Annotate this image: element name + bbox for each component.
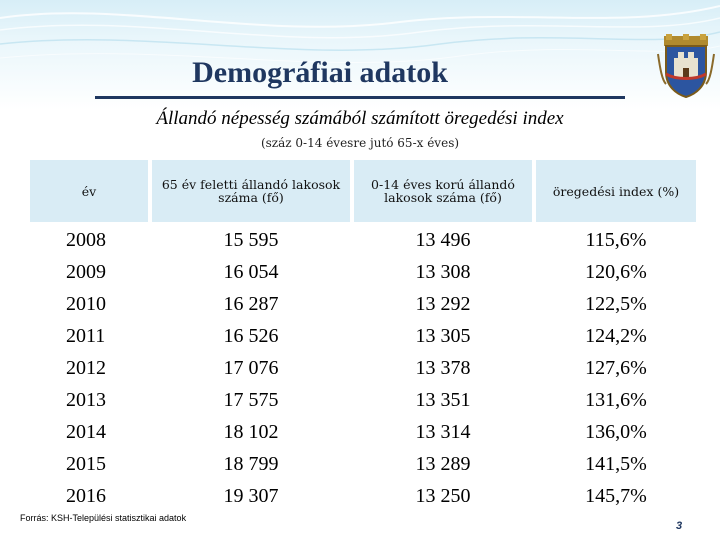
cell-aging-index: 136,0%	[585, 421, 647, 443]
header-band	[0, 0, 720, 110]
cell-0-14: 13 250	[415, 485, 471, 507]
cell-year: 2014	[66, 421, 106, 443]
page-number: 3	[676, 520, 683, 532]
cell-aging-index: 131,6%	[585, 389, 647, 411]
cell-year: 2011	[66, 325, 106, 347]
cell-0-14: 13 308	[415, 261, 471, 283]
table-row: 2012 17 076 13 378 127,6%	[0, 352, 720, 384]
header-over-65: 65 év feletti állandó lakosok száma (fő)	[152, 160, 350, 222]
cell-year: 2012	[66, 357, 106, 379]
cell-0-14: 13 292	[415, 293, 471, 315]
city-coat-of-arms-icon	[656, 34, 716, 99]
cell-aging-index: 120,6%	[585, 261, 647, 283]
cell-year: 2008	[66, 229, 106, 251]
header-aging-index: öregedési index (%)	[536, 160, 696, 222]
cell-year: 2015	[66, 453, 106, 475]
table-row: 2016 19 307 13 250 145,7%	[0, 480, 720, 512]
table-row: 2013 17 575 13 351 131,6%	[0, 384, 720, 416]
cell-over-65: 18 799	[223, 453, 279, 475]
cell-over-65: 19 307	[223, 485, 279, 507]
cell-aging-index: 122,5%	[585, 293, 647, 315]
table-subtitle: Állandó népesség számából számított öreg…	[156, 108, 564, 129]
cell-year: 2013	[66, 389, 106, 411]
cell-over-65: 17 076	[223, 357, 279, 379]
cell-0-14: 13 289	[415, 453, 471, 475]
cell-over-65: 16 054	[223, 261, 279, 283]
cell-year: 2009	[66, 261, 106, 283]
cell-over-65: 16 287	[223, 293, 279, 315]
source-note: Forrás: KSH-Települési statisztikai adat…	[20, 513, 187, 523]
cell-aging-index: 141,5%	[585, 453, 647, 475]
title-underline	[95, 96, 625, 99]
table-row: 2015 18 799 13 289 141,5%	[0, 448, 720, 480]
table-row: 2014 18 102 13 314 136,0%	[0, 416, 720, 448]
cell-aging-index: 145,7%	[585, 485, 647, 507]
data-table: év 65 év feletti állandó lakosok száma (…	[0, 160, 720, 512]
table-row: 2008 15 595 13 496 115,6%	[0, 224, 720, 256]
cell-0-14: 13 314	[415, 421, 471, 443]
table-row: 2011 16 526 13 305 124,2%	[0, 320, 720, 352]
cell-year: 2016	[66, 485, 106, 507]
table-row: 2010 16 287 13 292 122,5%	[0, 288, 720, 320]
cell-0-14: 13 351	[415, 389, 471, 411]
table-note: (száz 0-14 évesre jutó 65-x éves)	[260, 136, 460, 150]
cell-aging-index: 127,6%	[585, 357, 647, 379]
decorative-waves	[0, 5, 720, 63]
cell-over-65: 17 575	[223, 389, 279, 411]
cell-over-65: 18 102	[223, 421, 279, 443]
cell-aging-index: 115,6%	[585, 229, 647, 251]
cell-over-65: 16 526	[223, 325, 279, 347]
header-0-14: 0-14 éves korú állandó lakosok száma (fő…	[354, 160, 532, 222]
header-year: év	[30, 160, 148, 222]
cell-over-65: 15 595	[223, 229, 279, 251]
page-title: Demográfiai adatok	[192, 56, 448, 89]
cell-aging-index: 124,2%	[585, 325, 647, 347]
cell-year: 2010	[66, 293, 106, 315]
cell-0-14: 13 305	[415, 325, 471, 347]
table-row: 2009 16 054 13 308 120,6%	[0, 256, 720, 288]
cell-0-14: 13 496	[415, 229, 471, 251]
table-header-row: év 65 év feletti állandó lakosok száma (…	[0, 160, 720, 224]
cell-0-14: 13 378	[415, 357, 471, 379]
